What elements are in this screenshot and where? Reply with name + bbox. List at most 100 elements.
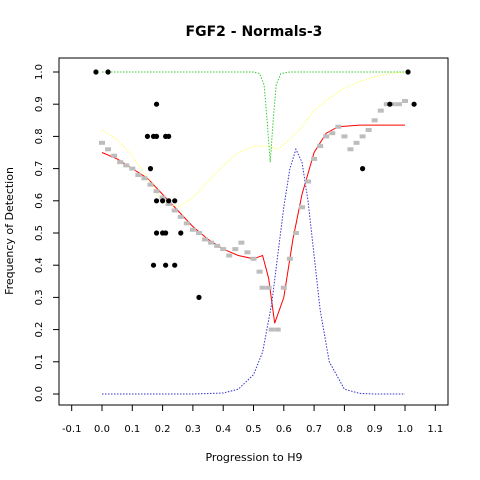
moving-average-point <box>256 269 263 274</box>
observed-point <box>172 198 178 204</box>
x-tick-label: 0.0 <box>94 424 110 435</box>
moving-average-point <box>305 179 312 184</box>
y-axis-label: Frequency of Detection <box>3 167 16 295</box>
moving-average-point <box>232 247 239 252</box>
moving-average-point <box>159 195 166 200</box>
moving-average-point <box>208 240 215 245</box>
moving-average-point <box>99 140 105 145</box>
observed-point <box>411 101 417 107</box>
observed-point <box>359 166 366 172</box>
moving-average-point <box>280 285 287 290</box>
observed-point <box>172 262 178 268</box>
moving-average-point <box>265 285 272 290</box>
moving-average-point <box>259 285 266 290</box>
observed-point <box>178 230 184 236</box>
observed-point <box>93 69 99 75</box>
observed-point <box>163 262 169 268</box>
x-axis-label: Progression to H9 <box>205 451 302 464</box>
moving-average-point <box>183 221 190 226</box>
dip-curve-line <box>102 71 405 163</box>
moving-average-point <box>202 237 209 242</box>
moving-average-point <box>292 231 299 235</box>
y-tick-label: 0.6 <box>34 193 45 209</box>
moving-average-point <box>153 189 160 194</box>
moving-average-point <box>311 156 318 161</box>
observed-point <box>405 69 411 75</box>
moving-average-point <box>298 205 305 210</box>
x-tick-label: 0.9 <box>367 424 383 435</box>
y-tick-label: 0.4 <box>34 257 45 273</box>
observed-point <box>387 101 393 107</box>
x-axis: -0.1 0.0 0.1 0.2 0.3 0.4 0.5 0.6 0.7 0.8 0.9 1.0 1.1 <box>62 405 443 435</box>
observed-point <box>153 133 160 139</box>
moving-average-point <box>268 327 275 332</box>
chart-title: FGF2 - Normals-3 <box>186 24 323 40</box>
moving-average-point <box>329 131 336 136</box>
moving-average-point <box>135 173 142 178</box>
moving-average-point <box>147 182 154 187</box>
fit-line <box>101 124 405 324</box>
moving-average-point <box>195 231 202 235</box>
observed-point <box>163 230 169 236</box>
moving-average-point <box>141 176 148 181</box>
y-tick-label: 0.5 <box>34 225 45 241</box>
y-tick-label: 0.9 <box>34 96 45 112</box>
plot-frame <box>58 57 449 406</box>
moving-average-point <box>220 247 227 252</box>
moving-average-point <box>177 214 184 219</box>
x-tick-label: 0.2 <box>155 424 171 435</box>
moving-average-point <box>250 256 257 261</box>
y-axis: 0.0 0.1 0.2 0.3 0.4 0.5 0.6 0.7 0.8 0.9 1.0 <box>34 64 59 402</box>
moving-average-point <box>105 147 112 152</box>
x-tick-label: 0.7 <box>306 424 322 435</box>
moving-average-point <box>389 102 396 107</box>
observed-point <box>153 101 160 107</box>
moving-average-point <box>238 240 245 245</box>
y-tick-label: 0.2 <box>34 322 45 338</box>
y-tick-label: 1.0 <box>34 64 45 80</box>
observed-point <box>147 166 154 172</box>
observed-point <box>150 262 157 268</box>
moving-average-point <box>335 124 342 129</box>
x-tick-label: 0.5 <box>246 424 262 435</box>
density-line <box>102 147 405 395</box>
moving-average-point <box>317 144 324 149</box>
moving-average-point <box>129 166 136 171</box>
moving-average-point <box>395 102 402 107</box>
x-tick-label: 0.8 <box>336 424 352 435</box>
moving-average-point <box>171 208 178 213</box>
moving-average-point <box>353 140 360 145</box>
moving-average-point <box>117 160 124 165</box>
x-tick-label: 1.1 <box>427 424 443 435</box>
observed-point <box>153 230 160 236</box>
moving-average-point <box>371 118 378 123</box>
moving-average-point <box>359 134 366 139</box>
moving-average-point <box>323 134 330 139</box>
moving-average-point <box>274 327 281 332</box>
x-tick-label: 0.3 <box>185 424 201 435</box>
x-tick-label: 0.4 <box>215 424 231 435</box>
y-tick-label: 0.8 <box>34 128 45 144</box>
observed-point <box>166 198 172 204</box>
observed-point <box>196 294 202 300</box>
x-tick-label: 0.6 <box>276 424 292 435</box>
observed-point <box>144 133 151 139</box>
observed-point <box>160 198 166 204</box>
moving-average-point <box>402 98 408 103</box>
moving-average-point <box>365 127 372 132</box>
moving-average-point <box>165 202 172 207</box>
moving-average-point <box>214 243 221 248</box>
y-tick-label: 0.7 <box>34 161 45 177</box>
moving-average-point <box>226 253 233 258</box>
moving-average-point <box>123 163 130 168</box>
x-tick-label: -0.1 <box>62 424 82 435</box>
y-tick-label: 0.0 <box>34 386 45 402</box>
observed-point <box>105 69 111 75</box>
observed-point <box>166 133 172 139</box>
moving-average-point <box>111 153 118 158</box>
moving-average-point <box>341 134 348 139</box>
x-tick-label: 1.0 <box>397 424 413 435</box>
moving-average-point <box>383 102 390 107</box>
upper-curve-line <box>101 71 406 208</box>
moving-average-point <box>347 147 354 152</box>
